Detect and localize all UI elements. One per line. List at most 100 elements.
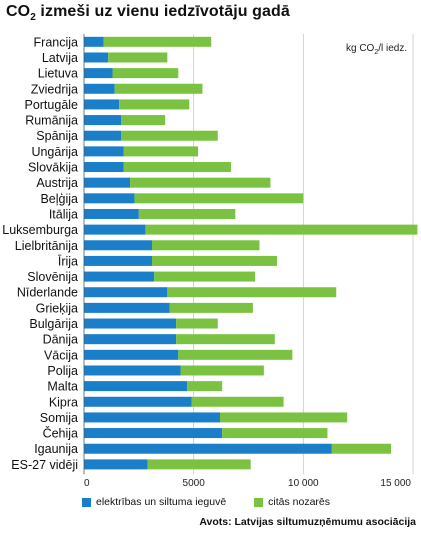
legend-label-electricity: elektrības un siltuma ieguvē bbox=[96, 496, 227, 508]
bar-other bbox=[134, 193, 304, 204]
bar-electricity bbox=[84, 83, 115, 94]
bar-electricity bbox=[84, 130, 122, 141]
bar-other bbox=[176, 334, 275, 345]
bar-other bbox=[187, 381, 223, 392]
bar-electricity bbox=[84, 36, 104, 47]
title-rest: izmeši uz vienu iedzīvotāju gadā bbox=[35, 3, 290, 20]
bar-electricity bbox=[84, 68, 113, 79]
legend-swatch-electricity bbox=[82, 497, 91, 507]
category-label: Lietuva bbox=[38, 67, 78, 81]
bar-other bbox=[169, 302, 253, 313]
bar-other bbox=[219, 412, 348, 423]
bar-other bbox=[114, 83, 203, 94]
category-label: Bulgārija bbox=[29, 317, 78, 331]
bar-electricity bbox=[84, 396, 192, 407]
bar-electricity bbox=[84, 334, 177, 345]
legend-label-other: citās nozarēs bbox=[268, 496, 331, 508]
category-label: ES-27 vidēji bbox=[11, 458, 78, 472]
legend-swatch-other bbox=[254, 497, 264, 507]
bar-other bbox=[123, 162, 231, 173]
bar-other bbox=[119, 99, 190, 110]
bar-other bbox=[180, 365, 264, 376]
x-tick-label: 10 000 bbox=[288, 478, 319, 489]
category-label: Latvija bbox=[42, 51, 78, 65]
bar-electricity bbox=[84, 99, 120, 110]
category-label: Grieķija bbox=[36, 301, 78, 315]
category-label: Austrija bbox=[36, 176, 78, 190]
bar-electricity bbox=[84, 365, 181, 376]
chart-title: CO2 izmeši uz vienu iedzīvotāju gadā bbox=[6, 3, 290, 23]
bar-other bbox=[154, 271, 256, 282]
category-label: Francija bbox=[34, 35, 79, 49]
bar-electricity bbox=[84, 271, 155, 282]
legend: elektrības un siltuma ieguvē citās nozar… bbox=[82, 496, 330, 508]
bar-other bbox=[103, 36, 212, 47]
category-label: Lielbritānija bbox=[15, 239, 78, 253]
bar-electricity bbox=[84, 240, 152, 251]
category-label: Polija bbox=[47, 364, 78, 378]
category-label: Spānija bbox=[36, 129, 78, 143]
bar-other bbox=[191, 396, 284, 407]
category-label: Īrija bbox=[58, 254, 78, 268]
bar-other bbox=[151, 255, 278, 266]
category-label: Luksemburga bbox=[2, 223, 78, 237]
x-tick-label: 15 000 bbox=[380, 478, 411, 489]
bar-electricity bbox=[84, 302, 170, 313]
category-label: Dānija bbox=[43, 333, 78, 347]
bar-electricity bbox=[84, 146, 124, 157]
legend-item-electricity: elektrības un siltuma ieguvē bbox=[82, 496, 226, 508]
category-label: Igaunija bbox=[34, 442, 78, 456]
bar-other bbox=[138, 208, 236, 219]
bar-other bbox=[112, 68, 179, 79]
tick-labels: 0 5000 10 000 15 000 bbox=[84, 478, 411, 489]
category-label: Nīderlande bbox=[17, 286, 78, 300]
bar-other bbox=[123, 146, 199, 157]
grid-lines bbox=[193, 34, 414, 475]
bar-other bbox=[151, 240, 260, 251]
bar-electricity bbox=[84, 459, 148, 470]
bar-electricity bbox=[84, 162, 124, 173]
bar-other bbox=[147, 459, 251, 470]
x-tick-label: 5000 bbox=[183, 478, 206, 489]
bar-electricity bbox=[84, 443, 332, 454]
title-subscript: 2 bbox=[30, 12, 36, 24]
category-label: Kipra bbox=[49, 395, 78, 409]
category-label: Portugāle bbox=[24, 98, 78, 112]
bar-electricity bbox=[84, 177, 131, 188]
x-tick-label: 0 bbox=[84, 478, 90, 489]
bar-electricity bbox=[84, 115, 122, 126]
bar-other bbox=[145, 224, 418, 235]
category-label: Beļģija bbox=[40, 192, 78, 206]
bar-electricity bbox=[84, 381, 188, 392]
category-label: Somija bbox=[40, 411, 78, 425]
source-note: Avots: Latvijas siltumuzņēmumu asociācij… bbox=[199, 516, 416, 528]
bar-electricity bbox=[84, 208, 139, 219]
category-label: Zviedrija bbox=[31, 82, 78, 96]
bar-other bbox=[130, 177, 271, 188]
unit-label: kg CO2/l iedz. bbox=[346, 43, 407, 56]
bar-other bbox=[222, 428, 328, 439]
category-label: Vācija bbox=[44, 348, 78, 362]
category-label: Slovākija bbox=[28, 161, 78, 175]
title-main: CO bbox=[6, 3, 31, 20]
bar-electricity bbox=[84, 318, 177, 329]
category-label: Čehija bbox=[43, 426, 78, 441]
bar-electricity bbox=[84, 224, 146, 235]
bar-electricity bbox=[84, 287, 168, 298]
bar-other bbox=[121, 130, 218, 141]
category-label: Ungārija bbox=[31, 145, 78, 159]
bar-electricity bbox=[84, 428, 223, 439]
category-label: Rumānija bbox=[25, 114, 78, 128]
bar-electricity bbox=[84, 349, 179, 360]
bar-other bbox=[331, 443, 392, 454]
bar-electricity bbox=[84, 52, 109, 63]
legend-item-other: citās nozarēs bbox=[254, 496, 330, 508]
bar-other bbox=[121, 115, 166, 126]
category-label: Slovēnija bbox=[27, 270, 78, 284]
category-label: Malta bbox=[47, 380, 78, 394]
bar-other bbox=[108, 52, 168, 63]
bar-other bbox=[167, 287, 337, 298]
bar-other bbox=[178, 349, 293, 360]
